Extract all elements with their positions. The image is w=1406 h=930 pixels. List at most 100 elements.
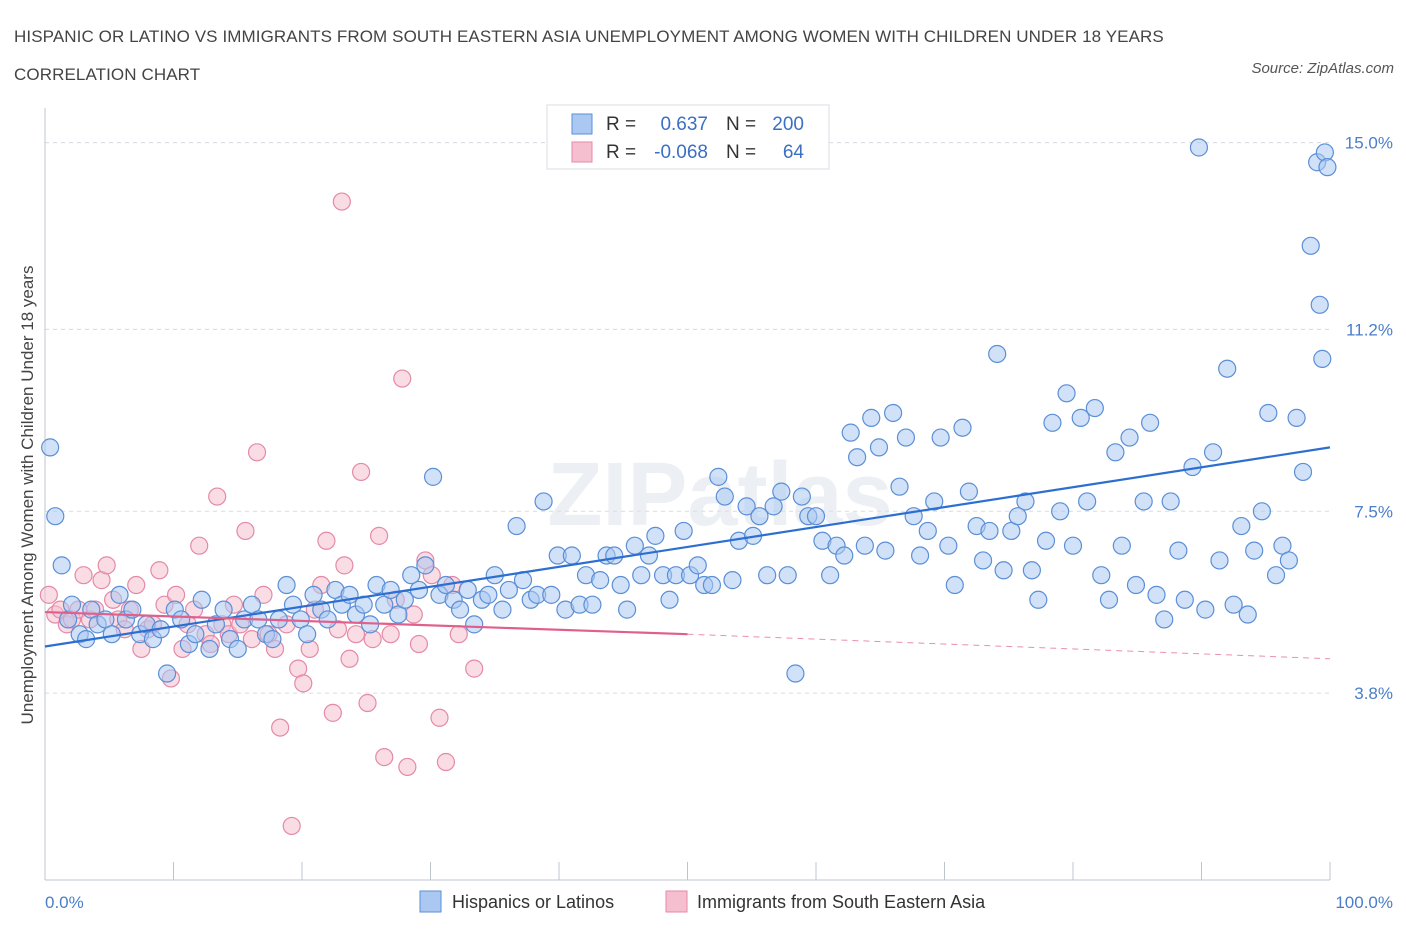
- legend-r-label-2: R =: [606, 142, 636, 163]
- point-immigrants-42: [282, 816, 301, 836]
- point-hispanics-176: [1259, 403, 1278, 423]
- chart-title: HISPANIC OR LATINO VS IMMIGRANTS FROM SO…: [14, 27, 1164, 84]
- point-hispanics-138: [994, 561, 1013, 580]
- point-immigrants-29: [208, 487, 227, 506]
- point-hispanics-98: [715, 487, 734, 506]
- y-tick-label-2: 11.2%: [1346, 320, 1393, 339]
- point-immigrants-45: [300, 639, 319, 659]
- trend-lines: [44, 446, 1331, 660]
- point-immigrants-52: [340, 649, 359, 668]
- point-hispanics-96: [702, 575, 722, 595]
- point-immigrants-56: [363, 630, 382, 649]
- point-hispanics-88: [646, 526, 665, 545]
- point-hispanics-154: [1106, 443, 1125, 462]
- point-hispanics-161: [1155, 610, 1174, 629]
- point-hispanics-26: [214, 600, 233, 619]
- point-hispanics-144: [1036, 531, 1056, 550]
- legend-r-value-1: 0.637: [660, 114, 708, 135]
- point-hispanics-160: [1147, 585, 1166, 604]
- point-hispanics-164: [1175, 590, 1194, 609]
- point-hispanics-159: [1140, 413, 1160, 432]
- legend-n-label-2: N =: [726, 142, 756, 163]
- point-immigrants-59: [381, 625, 400, 644]
- point-hispanics-62: [465, 615, 484, 634]
- point-hispanics-157: [1126, 575, 1146, 595]
- point-hispanics-185: [1313, 349, 1332, 368]
- point-hispanics-116: [841, 423, 860, 442]
- legend-r-value-2: -0.068: [654, 142, 708, 163]
- point-hispanics-142: [1022, 561, 1041, 580]
- point-hispanics-118: [855, 536, 874, 555]
- point-hispanics-87: [639, 546, 659, 565]
- point-hispanics-24: [200, 639, 219, 659]
- point-hispanics-80: [591, 571, 610, 590]
- point-hispanics-38: [298, 625, 317, 644]
- point-hispanics-170: [1218, 359, 1237, 378]
- point-hispanics-141: [1016, 492, 1035, 511]
- point-hispanics-123: [890, 477, 909, 496]
- point-hispanics-124: [896, 428, 916, 447]
- point-immigrants-51: [335, 556, 354, 575]
- point-hispanics-132: [953, 418, 972, 437]
- source-label: Source: ZipAtlas.com: [1251, 60, 1394, 77]
- point-hispanics-33: [263, 630, 282, 649]
- point-hispanics-109: [792, 487, 811, 506]
- point-hispanics-99: [723, 571, 742, 590]
- point-hispanics-153: [1099, 590, 1119, 609]
- point-hispanics-41: [318, 610, 337, 629]
- point-immigrants-67: [430, 708, 449, 727]
- point-hispanics-53: [402, 566, 421, 585]
- point-hispanics-94: [688, 556, 707, 575]
- point-hispanics-79: [583, 595, 602, 614]
- point-immigrants-44: [294, 674, 313, 693]
- point-hispanics-119: [862, 408, 881, 427]
- point-hispanics-172: [1232, 516, 1251, 536]
- point-hispanics-35: [277, 575, 296, 595]
- point-immigrants-64: [409, 634, 429, 654]
- point-hispanics-121: [876, 541, 895, 560]
- point-hispanics-107: [778, 566, 797, 585]
- point-hispanics-126: [910, 546, 930, 565]
- x-tick-label-0: 0.0%: [45, 893, 84, 912]
- point-immigrants-0: [39, 585, 58, 604]
- point-hispanics-143: [1029, 590, 1048, 609]
- point-hispanics-181: [1293, 462, 1313, 482]
- point-hispanics-149: [1071, 408, 1090, 427]
- point-hispanics-147: [1057, 384, 1076, 403]
- y-tick-label-1: 7.5%: [1354, 502, 1393, 521]
- point-immigrants-36: [247, 443, 267, 462]
- point-hispanics-166: [1189, 138, 1209, 157]
- bottom-legend-swatch-blue: [419, 890, 442, 913]
- point-hispanics-56: [423, 467, 443, 486]
- point-hispanics-117: [848, 448, 867, 467]
- x-tick-label-1: 100.0%: [1335, 893, 1393, 912]
- point-immigrants-49: [323, 703, 342, 722]
- point-hispanics-127: [918, 521, 937, 541]
- axes: [44, 108, 1331, 881]
- point-hispanics-131: [945, 575, 964, 595]
- stats-legend: R = 0.637 N = 200 R = -0.068 N = 64: [546, 104, 830, 170]
- point-hispanics-68: [507, 516, 526, 536]
- point-hispanics-22: [186, 625, 205, 644]
- point-hispanics-129: [931, 428, 950, 447]
- point-hispanics-11: [110, 585, 129, 604]
- point-hispanics-175: [1252, 502, 1271, 521]
- point-hispanics-151: [1085, 398, 1104, 418]
- point-hispanics-66: [493, 600, 512, 619]
- point-hispanics-0: [41, 438, 60, 457]
- point-hispanics-158: [1134, 492, 1153, 511]
- point-hispanics-86: [632, 566, 651, 585]
- point-hispanics-169: [1210, 551, 1229, 570]
- point-hispanics-23: [192, 590, 211, 609]
- point-immigrants-26: [190, 536, 209, 555]
- point-hispanics-104: [758, 566, 777, 585]
- point-hispanics-163: [1169, 541, 1188, 560]
- legend-n-value-1: 200: [772, 114, 804, 135]
- point-immigrants-70: [449, 625, 468, 644]
- point-immigrants-37: [254, 585, 273, 604]
- tick-labels: 3.8% 7.5% 11.2% 15.0% 0.0% 100.0%: [45, 134, 1393, 912]
- point-hispanics-92: [674, 521, 693, 541]
- legend-swatch-blue: [571, 113, 593, 135]
- series-immigrants-points: [39, 192, 484, 836]
- point-hispanics-168: [1203, 443, 1223, 462]
